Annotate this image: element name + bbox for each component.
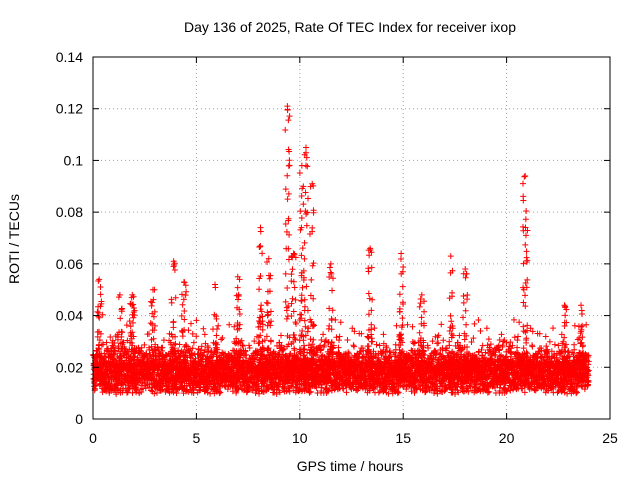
data-point [218,336,225,343]
data-point [172,340,179,347]
data-point [280,346,287,353]
data-point [281,345,288,352]
data-point [197,347,204,354]
data-point [219,334,226,341]
data-point [255,340,262,347]
data-point [246,384,253,390]
data-series [90,103,592,398]
grid [93,57,610,419]
data-point [242,347,249,354]
data-point [107,333,114,340]
data-point [246,344,253,351]
data-point [198,343,205,350]
data-point [244,388,251,395]
data-point [126,318,133,325]
data-point [129,329,136,336]
data-point [188,320,195,327]
data-point [231,323,238,330]
data-point [155,346,162,353]
data-point [103,339,110,346]
data-point [166,383,173,390]
data-point [189,352,196,359]
data-point [146,384,153,391]
data-point [200,325,207,332]
data-point [259,388,266,395]
data-point [138,388,145,395]
data-point [111,339,118,346]
data-point [151,390,158,397]
data-point [215,322,222,329]
data-point [146,330,152,337]
data-point [193,317,200,324]
data-point [200,352,207,359]
data-point [111,347,118,354]
data-point [189,330,196,337]
data-point [142,385,149,392]
data-point [238,337,245,344]
data-point [101,350,108,357]
data-point [129,389,136,396]
data-point [143,350,150,357]
data-point [190,339,197,346]
data-point [278,332,285,339]
data-point [148,387,155,394]
data-point [219,349,226,356]
data-point [120,339,127,346]
data-point [251,338,258,345]
data-point [255,349,262,356]
data-point [159,344,166,351]
data-point [217,389,224,396]
data-point [147,352,154,359]
data-point [138,344,145,351]
data-point [257,332,264,339]
data-point [124,389,131,396]
data-point [125,386,132,393]
data-point [226,321,233,328]
data-point [201,331,208,338]
data-point [117,350,124,357]
data-point [99,311,106,318]
data-point [160,337,167,344]
data-point [141,341,148,348]
data-point [173,390,180,397]
data-point [176,341,183,348]
data-point [110,344,117,351]
data-point [278,342,285,349]
data-point [92,382,99,389]
data-point [176,353,183,360]
data-point [170,389,177,396]
data-point [113,391,120,398]
data-point [205,344,212,351]
data-point [187,345,194,352]
data-point [246,342,253,349]
data-point [156,383,163,390]
data-point [189,345,196,352]
data-point [276,389,283,396]
data-point [216,390,223,397]
data-point [123,389,130,396]
data-point [158,387,165,394]
data-point [239,342,246,349]
data-point [197,383,204,390]
data-point [243,351,250,358]
data-point [193,333,200,340]
data-point [142,380,149,387]
data-point [123,322,130,329]
data-point [105,374,112,381]
data-point [256,339,263,346]
data-point [178,348,185,355]
data-point [132,384,139,391]
